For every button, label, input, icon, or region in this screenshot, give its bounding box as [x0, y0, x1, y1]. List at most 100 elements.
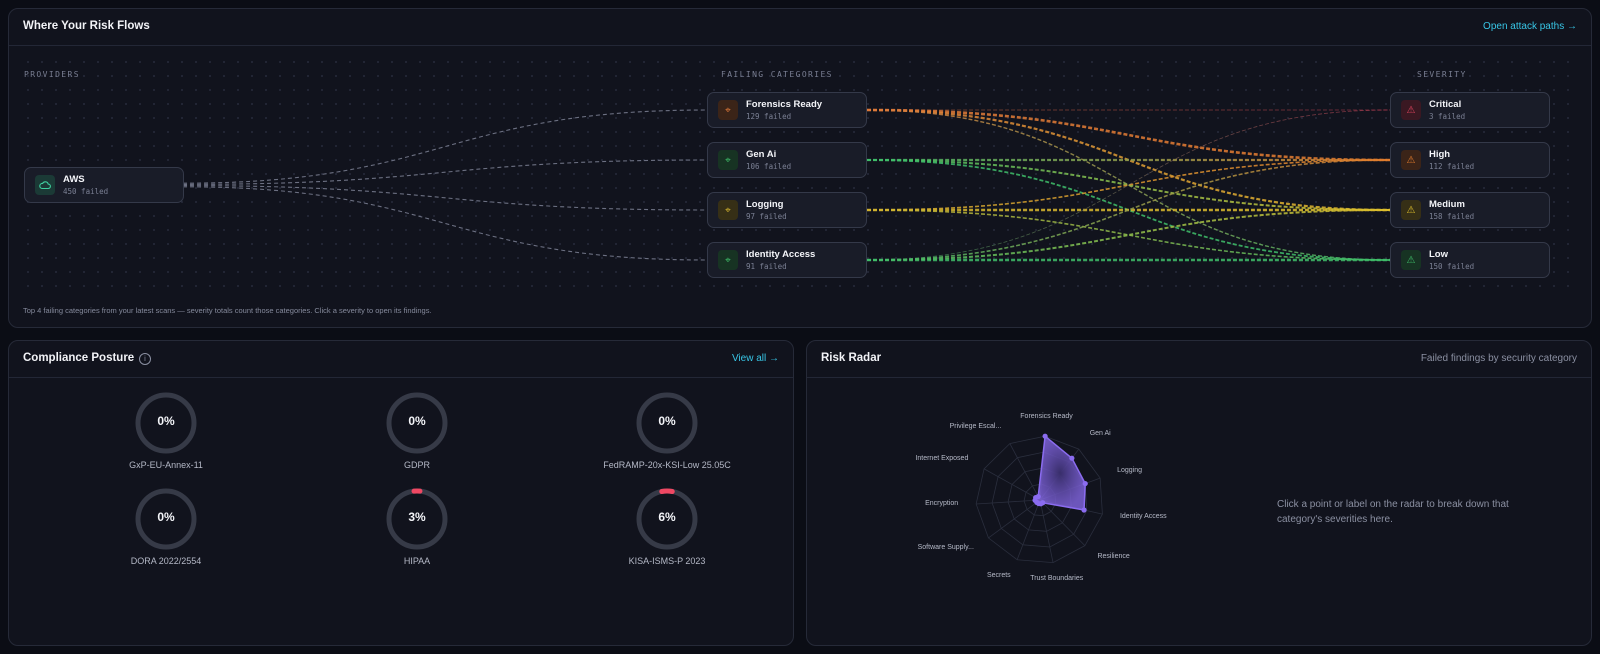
- category-count: 97 failed: [746, 212, 787, 221]
- radar-point[interactable]: [1035, 494, 1041, 500]
- radar-point[interactable]: [1082, 480, 1088, 487]
- crosshair-icon: ⌖: [718, 150, 738, 170]
- radar-point[interactable]: [1069, 455, 1075, 461]
- category-name: Forensics Ready: [746, 99, 823, 110]
- category-node-logging[interactable]: ⌖ Logging 97 failed: [707, 192, 867, 228]
- gauge-track: [386, 392, 448, 454]
- gauge-value: 0%: [157, 510, 175, 524]
- radar-point[interactable]: [1042, 433, 1048, 439]
- category-severity-link: [866, 109, 1391, 261]
- severity-count: 3 failed: [1429, 112, 1466, 121]
- gauge-track: [135, 392, 197, 454]
- gauge-label: GxP-EU-Annex-11: [129, 460, 203, 470]
- compliance-panel: Compliance Posture i View all → 0% GxP-E…: [8, 340, 794, 646]
- category-severity-link: [866, 209, 1391, 261]
- compliance-gauge[interactable]: 0% GxP-EU-Annex-11: [86, 391, 246, 486]
- categories-column-label: FAILING CATEGORIES: [721, 70, 833, 79]
- provider-name: AWS: [63, 174, 85, 185]
- gauge-value: 0%: [157, 414, 175, 428]
- category-count: 106 failed: [746, 162, 792, 171]
- info-icon[interactable]: i: [139, 353, 151, 365]
- category-severity-link: [866, 108, 1391, 212]
- gauge-value: 0%: [658, 414, 676, 428]
- severity-column-label: SEVERITY: [1417, 70, 1467, 79]
- gauge-track: [636, 392, 698, 454]
- provider-category-link: [182, 109, 708, 184]
- radar-hint: Click a point or label on the radar to b…: [1277, 499, 1509, 525]
- category-count: 129 failed: [746, 112, 792, 121]
- severity-node-medium[interactable]: ⚠ Medium 158 failed: [1390, 192, 1550, 228]
- radar-axis-label[interactable]: Trust Boundaries: [1030, 575, 1084, 583]
- gauge-label: GDPR: [403, 460, 430, 470]
- compliance-gauge[interactable]: 0% GDPR: [337, 391, 497, 486]
- gauge-ring: [386, 392, 448, 454]
- provider-count: 450 failed: [63, 187, 109, 196]
- radar-axis-label[interactable]: Gen Ai: [1089, 429, 1111, 437]
- gauge-ring: [386, 488, 448, 550]
- severity-node-critical[interactable]: ⚠ Critical 3 failed: [1390, 92, 1550, 128]
- category-node-forensics-ready[interactable]: ⌖ Forensics Ready 129 failed: [707, 92, 867, 128]
- gauge-ring: [135, 488, 197, 550]
- radar-axis-label[interactable]: Internet Exposed: [915, 455, 969, 463]
- view-all-link[interactable]: View all →: [731, 353, 779, 364]
- risk-radar-title: Risk Radar: [821, 352, 882, 364]
- risk-radar-header: Risk Radar Failed findings by security c…: [807, 341, 1591, 378]
- warning-triangle-icon: ⚠: [1401, 200, 1421, 220]
- providers-column-label: PROVIDERS: [24, 70, 80, 79]
- provider-category-link: [182, 159, 708, 185]
- category-node-gen-ai[interactable]: ⌖ Gen Ai 106 failed: [707, 142, 867, 178]
- radar-axis-label[interactable]: Resilience: [1097, 553, 1130, 561]
- provider-node-aws[interactable]: AWS 450 failed: [24, 167, 184, 203]
- severity-name: Critical: [1429, 99, 1462, 110]
- category-node-identity-access[interactable]: ⌖ Identity Access 91 failed: [707, 242, 867, 278]
- radar-axis-label[interactable]: Forensics Ready: [1020, 413, 1073, 421]
- compliance-gauge[interactable]: 0% DORA 2022/2554: [86, 487, 246, 582]
- gauge-label: KISA-ISMS-P 2023: [628, 556, 706, 566]
- risk-flows-header: Where Your Risk Flows Open attack paths …: [9, 9, 1591, 46]
- flows-footnote: Top 4 failing categories from your lates…: [23, 306, 432, 315]
- severity-name: High: [1429, 149, 1451, 160]
- warning-triangle-icon: ⚠: [1401, 250, 1421, 270]
- radar-axis-label[interactable]: Secrets: [986, 571, 1011, 579]
- compliance-gauge[interactable]: 0% FedRAMP-20x-KSI-Low 25.05C: [587, 391, 747, 486]
- category-severity-link: [866, 159, 1391, 261]
- compliance-title: Compliance Posture: [23, 352, 135, 364]
- category-severity-link: [866, 108, 1391, 162]
- radar-axis-label[interactable]: Encryption: [925, 500, 959, 508]
- gauge-ring: [636, 392, 698, 454]
- compliance-gauge[interactable]: 3% HIPAA: [337, 487, 497, 582]
- gauge-fill: [636, 488, 698, 550]
- risk-flows-panel: Where Your Risk Flows Open attack paths …: [8, 8, 1592, 328]
- radar-axis-label[interactable]: Identity Access: [1119, 513, 1167, 521]
- gauge-fill: [386, 488, 448, 550]
- category-name: Identity Access: [746, 249, 816, 260]
- compliance-gauge[interactable]: 6% KISA-ISMS-P 2023: [587, 487, 747, 582]
- risk-flows-title: Where Your Risk Flows: [23, 20, 150, 32]
- warning-triangle-icon: ⚠: [1401, 100, 1421, 120]
- severity-node-low[interactable]: ⚠ Low 150 failed: [1390, 242, 1550, 278]
- gauge-value: 6%: [658, 510, 676, 524]
- radar-axis-label[interactable]: Software Supply...: [917, 543, 974, 551]
- provider-category-link: [182, 186, 708, 261]
- gauge-label: DORA 2022/2554: [130, 556, 202, 566]
- compliance-header: Compliance Posture i View all →: [9, 341, 793, 378]
- category-severity-link: [866, 209, 1391, 261]
- severity-count: 112 failed: [1429, 162, 1475, 171]
- severity-node-high[interactable]: ⚠ High 112 failed: [1390, 142, 1550, 178]
- warning-triangle-icon: ⚠: [1401, 150, 1421, 170]
- risk-radar-panel: Risk Radar Failed findings by security c…: [806, 340, 1592, 646]
- radar-axis-label[interactable]: Logging: [1117, 467, 1142, 474]
- flow-links: [182, 108, 1391, 262]
- severity-name: Medium: [1429, 199, 1465, 210]
- gauge-value: 0%: [408, 414, 426, 428]
- cloud-icon: [35, 175, 55, 195]
- crosshair-icon: ⌖: [718, 200, 738, 220]
- open-attack-paths-link[interactable]: Open attack paths →: [1483, 21, 1577, 32]
- gauge-ring: [636, 488, 698, 550]
- radar-axis-label[interactable]: Privilege Escal...: [949, 422, 1002, 430]
- gauge-ring: [135, 392, 197, 454]
- radar-point[interactable]: [1081, 507, 1087, 513]
- category-name: Logging: [746, 199, 784, 210]
- category-count: 91 failed: [746, 262, 787, 271]
- severity-count: 150 failed: [1429, 262, 1475, 271]
